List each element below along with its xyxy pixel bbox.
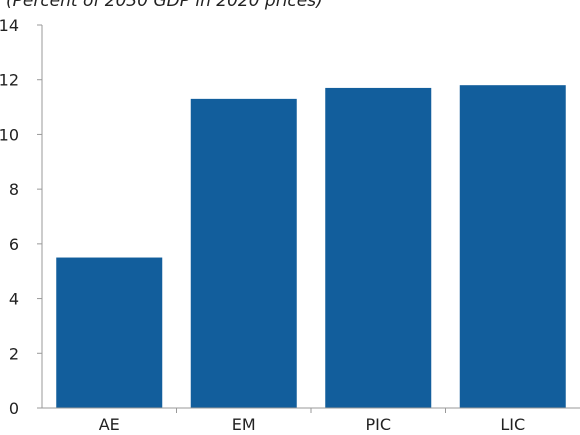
- chart-subtitle: (Percent of 2030 GDP in 2020 prices): [6, 0, 323, 11]
- x-tick-label-lic: LIC: [500, 415, 525, 434]
- x-axis-ticks: AE EM PIC LIC: [99, 408, 525, 434]
- x-tick-label-ae: AE: [99, 415, 120, 434]
- y-tick-label: 2: [9, 344, 19, 363]
- y-tick-label: 6: [9, 235, 19, 254]
- bars: [56, 85, 566, 409]
- y-axis-ticks: 0 2 4 6 8 10 12 14: [0, 16, 42, 418]
- bar-ae: [56, 257, 163, 408]
- bar-pic: [325, 87, 432, 409]
- x-tick-label-pic: PIC: [365, 415, 391, 434]
- y-tick-label: 0: [9, 399, 19, 418]
- x-tick-label-em: EM: [232, 415, 256, 434]
- y-tick-label: 8: [9, 180, 19, 199]
- bar-em: [190, 98, 297, 408]
- bar-lic: [459, 85, 566, 408]
- y-tick-label: 12: [0, 71, 19, 90]
- y-tick-label: 4: [9, 290, 19, 309]
- y-tick-label: 10: [0, 125, 19, 144]
- y-tick-label: 14: [0, 16, 19, 35]
